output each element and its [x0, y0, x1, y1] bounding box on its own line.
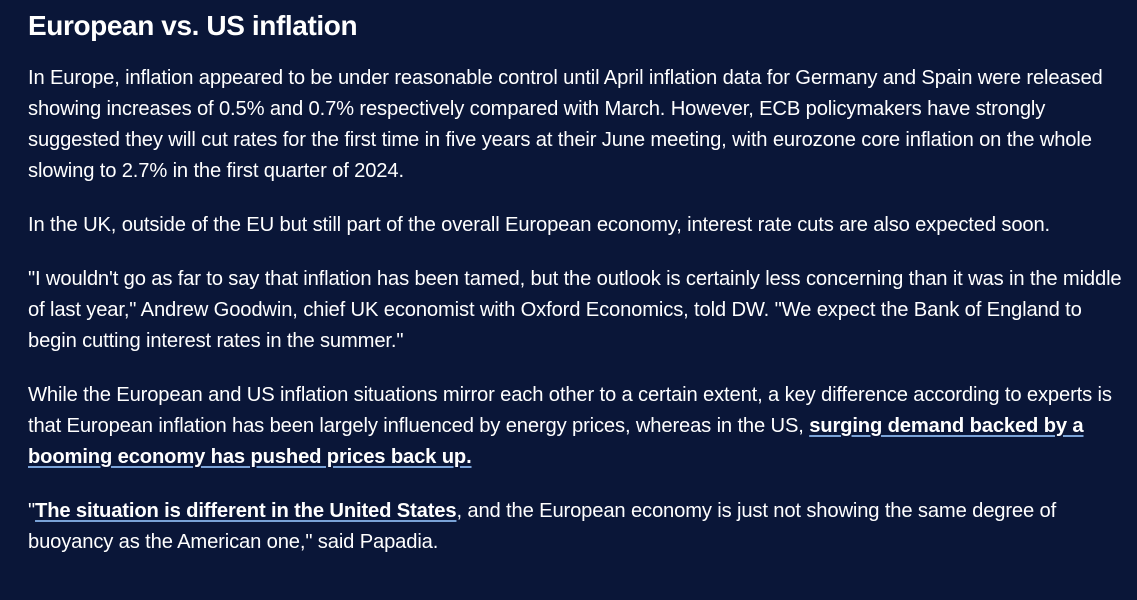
- paragraph-papadia-quote: "The situation is different in the Unite…: [28, 496, 1123, 558]
- paragraph-text: , and the European economy is just not s…: [28, 500, 1057, 553]
- paragraph-text: While the European and US inflation situ…: [28, 384, 1112, 437]
- paragraph-europe-inflation: In Europe, inflation appeared to be unde…: [28, 67, 1103, 182]
- paragraph-uk-rate-cuts: In the UK, outside of the EU but still p…: [28, 214, 1051, 236]
- section-heading: European vs. US inflation: [28, 10, 358, 41]
- quote-open: ": [28, 500, 36, 522]
- surging-demand-link[interactable]: surging demand backed by a booming econo…: [28, 415, 1084, 468]
- situation-different-link[interactable]: The situation is different in the United…: [35, 500, 457, 522]
- paragraph-eu-us-difference: While the European and US inflation situ…: [28, 380, 1123, 473]
- article-body: European vs. US inflation In Europe, inf…: [28, 7, 1123, 581]
- paragraph-goodwin-quote: "I wouldn't go as far to say that inflat…: [28, 268, 1122, 352]
